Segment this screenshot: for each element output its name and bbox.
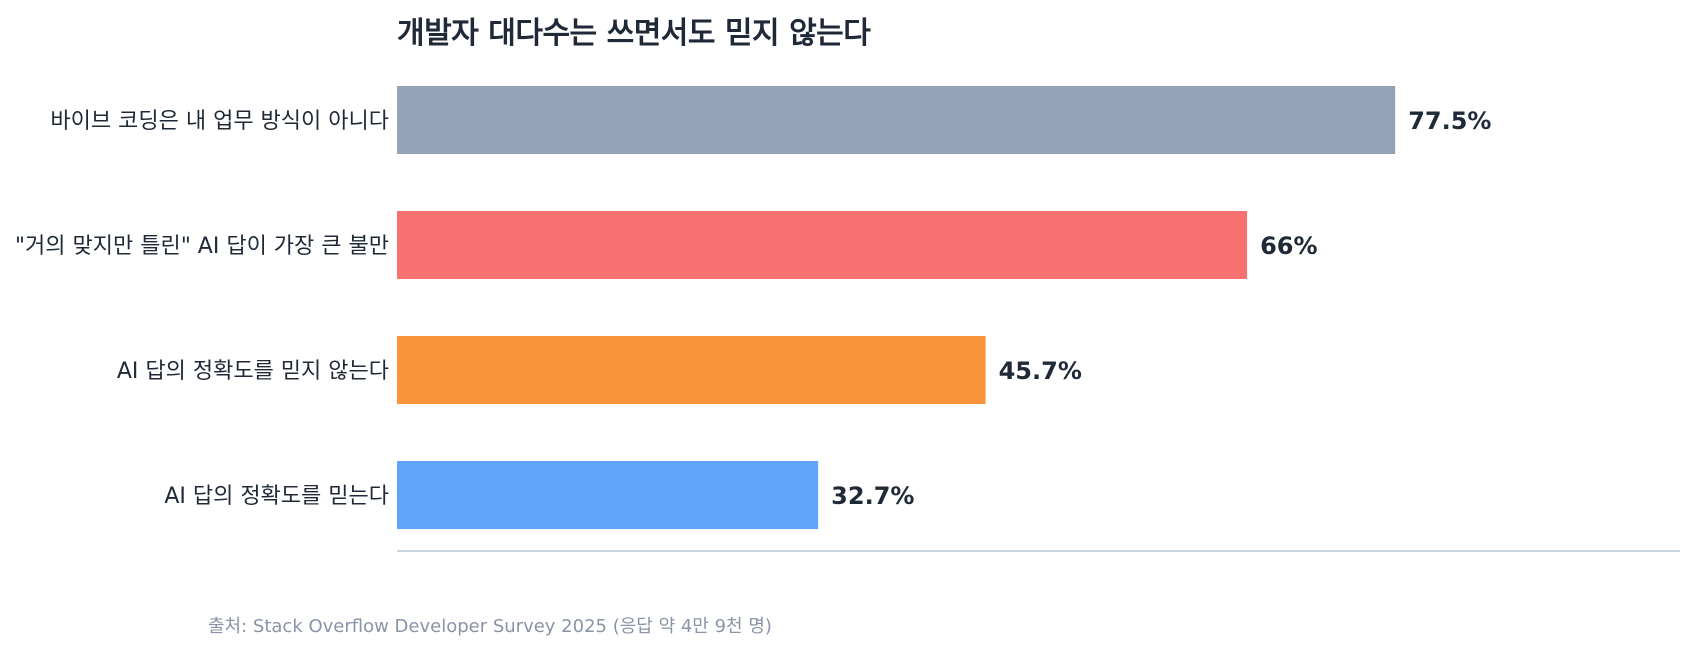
value-label-4: 32.7% xyxy=(831,482,914,510)
category-label-4: AI 답의 정확도를 믿는다 xyxy=(164,484,389,509)
category-label-2: "거의 맞지만 틀린" AI 답이 가장 큰 불만 xyxy=(15,234,389,259)
value-label-1: 77.5% xyxy=(1408,107,1491,135)
source-note: 출처: Stack Overflow Developer Survey 2025… xyxy=(208,616,772,637)
bar-3 xyxy=(397,336,986,404)
value-label-3: 45.7% xyxy=(999,357,1082,385)
bar-1 xyxy=(397,86,1396,154)
value-label-2: 66% xyxy=(1260,232,1317,260)
chart-title: 개발자 대다수는 쓰면서도 믿지 않는다 xyxy=(397,16,871,51)
category-label-1: 바이브 코딩은 내 업무 방식이 아니다 xyxy=(50,109,389,134)
bar-2 xyxy=(397,211,1248,279)
bar-4 xyxy=(397,461,819,529)
category-label-3: AI 답의 정확도를 믿지 않는다 xyxy=(117,359,389,384)
